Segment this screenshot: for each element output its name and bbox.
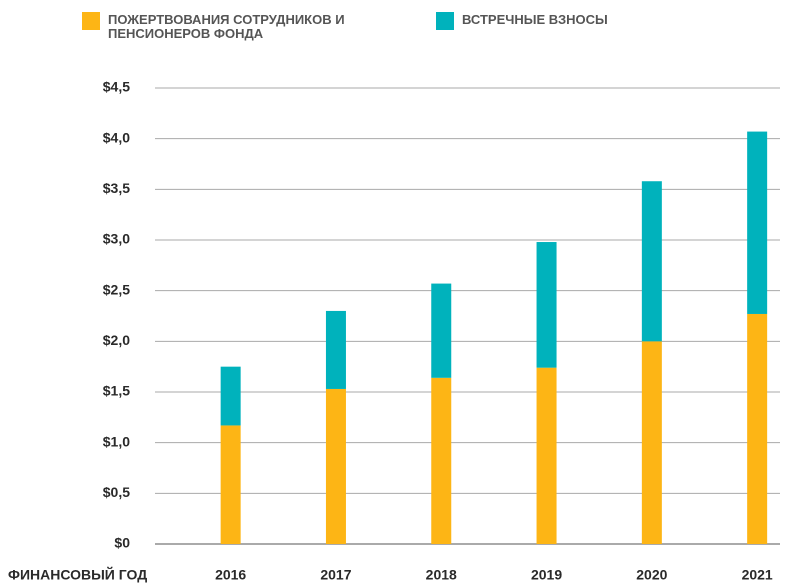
bar-segment: [641, 181, 662, 342]
legend-swatch: [82, 12, 100, 30]
x-tick-label: 2017: [320, 567, 351, 583]
bar-segment: [536, 367, 557, 544]
y-tick-label: $4,5: [103, 79, 130, 95]
bar-segment: [325, 388, 346, 544]
x-axis-label: ФИНАНСОВЫЙ ГОД: [8, 566, 147, 583]
legend-label: ПОЖЕРТВОВАНИЯ СОТРУДНИКОВ И ПЕНСИОНЕРОВ …: [108, 12, 345, 41]
bar-segment: [220, 366, 241, 426]
y-tick-label: $4,0: [103, 129, 130, 145]
bar-segment: [641, 341, 662, 544]
legend-label: ВСТРЕЧНЫЕ ВЗНОСЫ: [462, 12, 608, 27]
y-tick-label: $1,5: [103, 383, 130, 399]
legend-swatch: [436, 12, 454, 30]
bar-segment: [431, 283, 452, 378]
x-tick-label: 2020: [636, 567, 667, 583]
bar-segment: [431, 377, 452, 544]
bar-segment: [747, 313, 768, 544]
bar-segment: [325, 310, 346, 389]
legend-item: ВСТРЕЧНЫЕ ВЗНОСЫ: [436, 12, 608, 30]
x-tick-label: 2021: [742, 567, 773, 583]
y-tick-label: $1,0: [103, 433, 130, 449]
x-tick-label: 2019: [531, 567, 562, 583]
y-tick-label: $2,0: [103, 332, 130, 348]
bar-segment: [536, 242, 557, 368]
y-tick-label: $3,0: [103, 231, 130, 247]
x-tick-label: 2018: [426, 567, 457, 583]
bar-segment: [747, 131, 768, 314]
y-tick-label: $3,5: [103, 180, 130, 196]
bar-segment: [220, 425, 241, 544]
y-tick-label: $0,5: [103, 484, 130, 500]
y-tick-label: $0: [114, 535, 130, 551]
x-tick-label: 2016: [215, 567, 246, 583]
y-tick-label: $2,5: [103, 281, 130, 297]
legend-item: ПОЖЕРТВОВАНИЯ СОТРУДНИКОВ И ПЕНСИОНЕРОВ …: [82, 12, 398, 41]
